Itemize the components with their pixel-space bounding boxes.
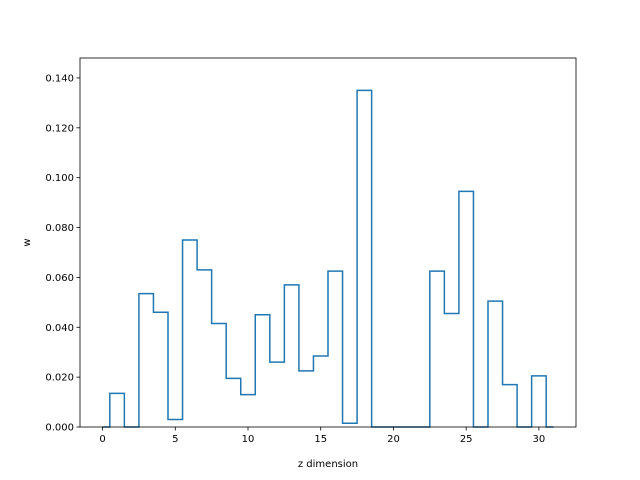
x-tick-label: 5: [172, 434, 178, 445]
y-tick-label: 0.120: [45, 123, 74, 134]
y-tick-label: 0.100: [45, 173, 74, 184]
x-tick-label: 10: [242, 434, 255, 445]
y-tick-label: 0.080: [45, 223, 74, 234]
x-axis-label: z dimension: [298, 459, 358, 470]
x-tick-label: 25: [460, 434, 473, 445]
x-tick-label: 0: [99, 434, 105, 445]
y-tick-label: 0.020: [45, 373, 74, 384]
y-axis-ticks: 0.000 0.020 0.040 0.060 0.080 0.100 0.120 0.140: [45, 73, 80, 434]
axes-frame: [79, 57, 577, 428]
x-tick-label: 20: [387, 434, 400, 445]
y-tick-label: 0.060: [45, 273, 74, 284]
y-tick-label: 0.140: [45, 73, 74, 84]
series-step-line: [102, 89, 554, 428]
x-tick-label: 15: [314, 434, 327, 445]
y-tick-label: 0.000: [45, 423, 74, 434]
y-tick-label: 0.040: [45, 323, 74, 334]
x-axis-ticks: 0 5 10 15 20 25 30: [99, 427, 545, 445]
x-tick-label: 30: [533, 434, 546, 445]
y-axis-label: w: [22, 238, 33, 246]
plot-area: [79, 57, 577, 428]
